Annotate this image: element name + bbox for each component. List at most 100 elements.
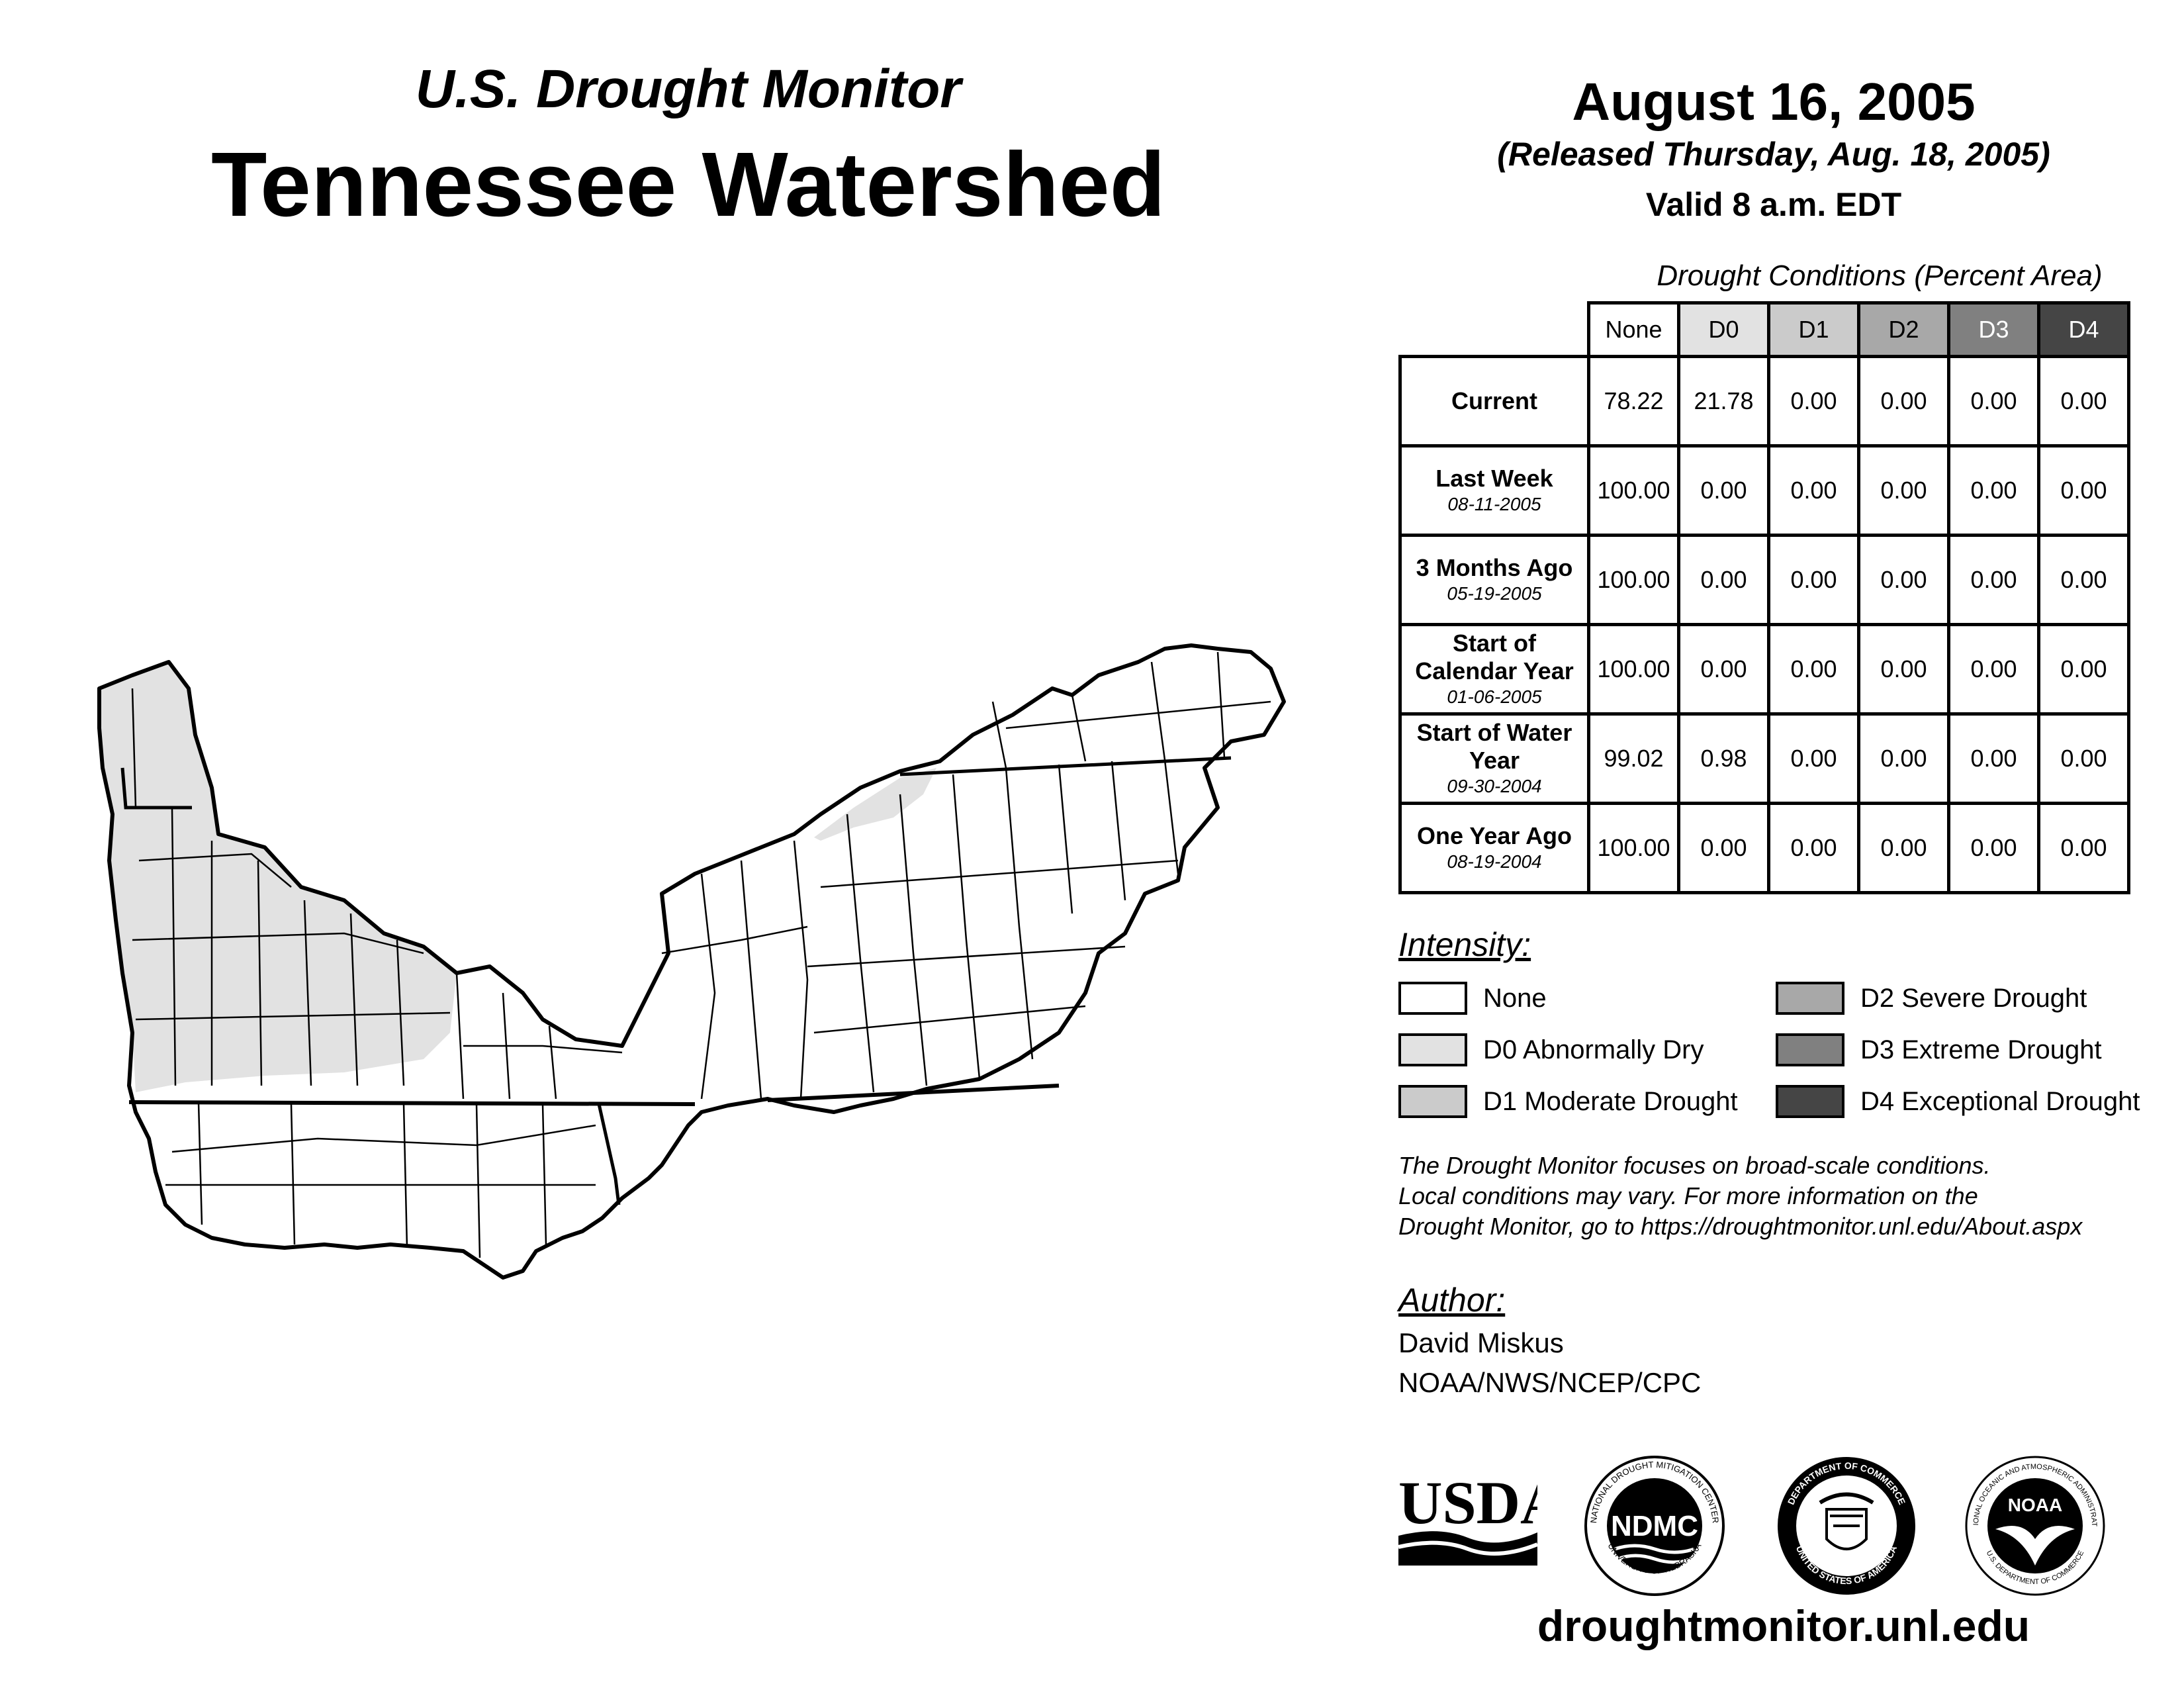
table-cell: 0.00 (2037, 534, 2130, 626)
legend-item: None (1398, 978, 1547, 1018)
legend-item: D2 Severe Drought (1776, 978, 2087, 1018)
legend-label: D1 Moderate Drought (1483, 1086, 1738, 1116)
row-label-text: Current (1451, 387, 1537, 414)
watershed-map (97, 643, 1286, 1280)
table-cell: 0.00 (1947, 802, 2040, 894)
author-organization: NOAA/NWS/NCEP/CPC (1398, 1367, 1702, 1398)
ndmc-logo: NDMC NATIONAL DROUGHT MITIGATION CENTER … (1584, 1456, 1725, 1596)
disclaimer-note: The Drought Monitor focuses on broad-sca… (1398, 1150, 2179, 1242)
column-header-d2: D2 (1857, 301, 1950, 358)
table-row: Start of Water Year 09-30-2004 99.02 0.98 0.… (1398, 712, 2130, 805)
table-cell: 100.00 (1587, 623, 1680, 716)
table-cell: 0.00 (1767, 355, 1860, 447)
legend-item: D3 Extreme Drought (1776, 1030, 2102, 1070)
row-label: Last Week 08-11-2005 (1398, 444, 1590, 537)
table-cell: 0.00 (1947, 355, 2040, 447)
row-label: 3 Months Ago 05-19-2005 (1398, 534, 1590, 626)
row-label: Current (1398, 355, 1590, 447)
state-boundary (899, 756, 1232, 776)
table-cell: 21.78 (1677, 355, 1770, 447)
table-cell: 0.00 (2037, 444, 2130, 537)
row-label: Start of Water Year 09-30-2004 (1398, 712, 1590, 805)
table-row: Last Week 08-11-2005 100.00 0.00 0.00 0.00 0.0… (1398, 444, 2130, 537)
column-header-d1: D1 (1767, 301, 1860, 358)
table-cell: 0.00 (2037, 623, 2130, 716)
doc-seal-logo: DEPARTMENT OF COMMERCE UNITED STATES OF … (1778, 1457, 1915, 1595)
column-header-d0: D0 (1677, 301, 1770, 358)
state-boundary (767, 1084, 1060, 1102)
noaa-logo-text: NOAA (2008, 1495, 2062, 1515)
watershed-outline (97, 643, 1286, 1280)
table-row: 3 Months Ago 05-19-2005 100.00 0.00 0.00 0.00… (1398, 534, 2130, 626)
table-cell: 0.00 (1857, 712, 1950, 805)
table-cell: 0.00 (1857, 802, 1950, 894)
row-label-date: 09-30-2004 (1447, 776, 1542, 796)
table-cell: 0.00 (1947, 712, 2040, 805)
table-cell: 0.00 (1767, 712, 1860, 805)
legend-swatch (1398, 1085, 1467, 1118)
table-cell: 0.00 (1767, 534, 1860, 626)
legend-swatch (1398, 1033, 1467, 1066)
table-row: Current 78.22 21.78 0.00 0.00 0.00 0.00 (1398, 355, 2130, 447)
row-label-date: 08-11-2005 (1447, 494, 1541, 514)
table-caption: Drought Conditions (Percent Area) (1657, 259, 2103, 292)
state-boundary (120, 767, 192, 810)
noaa-logo: NOAA NATIONAL OCEANIC AND ATMOSPHERIC AD… (1962, 1453, 2105, 1596)
table-cell: 0.00 (2037, 802, 2130, 894)
legend-label: D3 Extreme Drought (1860, 1035, 2102, 1064)
state-boundary (597, 1103, 621, 1205)
row-label-text: 3 Months Ago (1416, 554, 1573, 581)
row-label-text: Start of Water Year (1416, 719, 1572, 774)
column-header-d3: D3 (1947, 301, 2040, 358)
table-cell: 100.00 (1587, 802, 1680, 894)
table-cell: 0.00 (1947, 444, 2040, 537)
d0-drought-area (814, 768, 936, 841)
column-header-none: None (1587, 301, 1680, 358)
legend-label: None (1483, 983, 1547, 1013)
legend-label: D2 Severe Drought (1860, 983, 2087, 1013)
drought-stats-table: None D0 D1 D2 D3 D4 Current 78.22 21.78 0.00 0.00 0… (1398, 301, 2130, 894)
map-subtitle: U.S. Drought Monitor (415, 59, 962, 119)
note-line: The Drought Monitor focuses on broad-sca… (1398, 1152, 1991, 1179)
legend-label: D4 Exceptional Drought (1860, 1086, 2140, 1116)
table-cell: 0.00 (1857, 355, 1950, 447)
table-cell: 99.02 (1587, 712, 1680, 805)
usda-logo-text: USDA (1398, 1469, 1537, 1536)
legend-item: D0 Abnormally Dry (1398, 1030, 1704, 1070)
column-header-d4: D4 (2037, 301, 2130, 358)
table-corner (1400, 303, 1589, 357)
legend-item: D4 Exceptional Drought (1776, 1082, 2140, 1121)
table-cell: 0.00 (1677, 623, 1770, 716)
table-cell: 0.00 (1947, 534, 2040, 626)
website-url[interactable]: droughtmonitor.unl.edu (1537, 1601, 2030, 1650)
table-cell: 0.00 (1677, 802, 1770, 894)
row-label-date: 08-19-2004 (1447, 851, 1542, 872)
usda-logo: USDA (1398, 1469, 1537, 1566)
row-label-text: One Year Ago (1416, 822, 1572, 849)
table-cell: 0.00 (1857, 623, 1950, 716)
row-label-date: 05-19-2005 (1447, 583, 1542, 604)
table-cell: 0.00 (2037, 355, 2130, 447)
table-row: One Year Ago 08-19-2004 100.00 0.00 0.00 0.00… (1398, 802, 2130, 894)
table-cell: 0.00 (1857, 444, 1950, 537)
valid-time: Valid 8 a.m. EDT (1645, 186, 1902, 223)
table-cell: 0.00 (1767, 444, 1860, 537)
legend-item: D1 Moderate Drought (1398, 1082, 1738, 1121)
table-cell: 0.00 (1947, 623, 2040, 716)
table-cell: 0.00 (2037, 712, 2130, 805)
ndmc-logo-text: NDMC (1611, 1510, 1698, 1542)
table-cell: 0.98 (1677, 712, 1770, 805)
legend-swatch (1776, 982, 1844, 1015)
table-cell: 78.22 (1587, 355, 1680, 447)
county-lines (131, 651, 1271, 1258)
legend-swatch (1776, 1033, 1844, 1066)
table-cell: 0.00 (1767, 623, 1860, 716)
table-cell: 100.00 (1587, 534, 1680, 626)
state-boundary (128, 1100, 696, 1106)
author-name: David Miskus (1398, 1327, 1564, 1358)
row-label-text: Last Week (1435, 465, 1553, 492)
table-cell: 100.00 (1587, 444, 1680, 537)
legend-swatch (1776, 1085, 1844, 1118)
map-title: Tennessee Watershed (211, 134, 1165, 236)
d0-drought-area (99, 662, 457, 1092)
